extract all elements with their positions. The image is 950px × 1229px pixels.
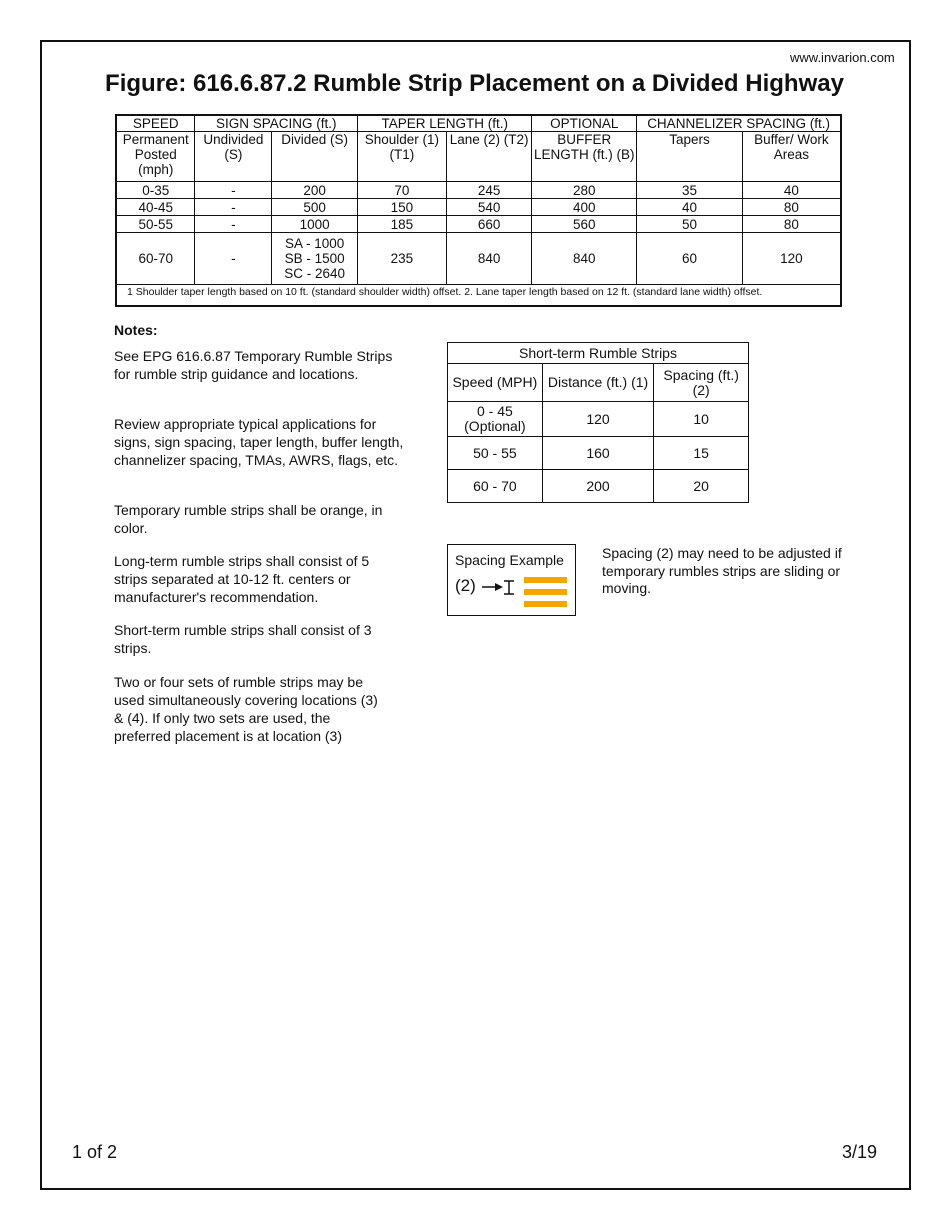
page-border: [40, 40, 911, 1190]
placement-table: SPEED SIGN SPACING (ft.) TAPER LENGTH (f…: [115, 114, 842, 307]
table-cell: 160: [541, 436, 655, 470]
note: Two or four sets of rumble strips may be…: [114, 674, 378, 744]
table-cell: 60-70: [115, 232, 196, 285]
table-cell: 185: [357, 215, 447, 233]
note: Long-term rumble strips shall consist of…: [114, 553, 370, 605]
table-cell: 660: [445, 215, 533, 233]
column-header: Spacing (ft.) (2): [653, 363, 749, 402]
table-row: 60-70- SA - 1000 SB - 1500 SC - 2640 235 84…: [115, 232, 842, 285]
table-cell: 0-35: [115, 181, 196, 199]
column-header: Shoulder (1) (T1): [357, 131, 447, 182]
table-footnote: 1 Shoulder taper length based on 10 ft. …: [115, 284, 842, 307]
table-row: 50-55-1000 185 660 560 50 80: [115, 215, 842, 233]
table-cell: 40-45: [115, 198, 196, 216]
table-cell: 15: [653, 436, 749, 470]
table-cell: 840: [531, 232, 638, 285]
short-term-table: Short-term Rumble Strips Speed (MPH) Dis…: [447, 342, 749, 503]
column-header: BUFFER LENGTH (ft.) (B): [531, 131, 638, 182]
rumble-strip: [524, 601, 567, 607]
group-header: TAPER LENGTH (ft.): [357, 114, 533, 132]
column-header: Permanent Posted (mph): [115, 131, 196, 182]
table-cell: 80: [741, 198, 842, 216]
table-cell: 40: [741, 181, 842, 199]
table-row: 60 - 70 200 20: [447, 469, 749, 503]
note: Short-term rumble strips shall consist o…: [114, 622, 372, 656]
table-cell: 235: [357, 232, 447, 285]
rumble-strip: [524, 577, 567, 583]
table-cell: -: [194, 232, 273, 285]
column-header: Distance (ft.) (1): [541, 363, 655, 402]
table-cell: 540: [445, 198, 533, 216]
column-header: Undivided (S): [194, 131, 273, 182]
table-cell: 840: [445, 232, 533, 285]
spacing-marker: (2): [455, 576, 476, 595]
table-cell: 60: [636, 232, 743, 285]
table-cell: 60 - 70: [447, 469, 543, 503]
table-cell: 560: [531, 215, 638, 233]
column-header: Speed (MPH): [447, 363, 543, 402]
table-cell: 400: [531, 198, 638, 216]
table-cell: 245: [445, 181, 533, 199]
table-row: 0 - 45 (Optional) 120 10: [447, 401, 749, 437]
group-header: SIGN SPACING (ft.): [194, 114, 359, 132]
table-cell: 200: [541, 469, 655, 503]
table-cell: -: [194, 198, 273, 216]
table-cell: 280: [531, 181, 638, 199]
table-cell: 40: [636, 198, 743, 216]
column-header: Lane (2) (T2): [445, 131, 533, 182]
table-cell: 120: [541, 401, 655, 437]
table-cell: -: [194, 181, 273, 199]
note: See EPG 616.6.87 Temporary Rumble Strips…: [114, 348, 393, 382]
table-cell: SA - 1000 SB - 1500 SC - 2640: [271, 232, 359, 285]
table-row: 50 - 55 160 15: [447, 436, 749, 470]
table-cell: 1000: [271, 215, 359, 233]
table-cell: 500: [271, 198, 359, 216]
column-header: Buffer/ Work Areas: [741, 131, 842, 182]
note: Review appropriate typical applications …: [114, 416, 404, 468]
table-cell: 50 - 55: [447, 436, 543, 470]
page-number: 1 of 2: [72, 1142, 118, 1162]
note: Temporary rumble strips shall be orange,…: [114, 502, 383, 536]
revision-date: 3/19: [842, 1142, 878, 1162]
notes-heading: Notes:: [114, 322, 158, 338]
table-cell: 200: [271, 181, 359, 199]
table-cell: 50-55: [115, 215, 196, 233]
spacing-example-box: Spacing Example (2): [447, 544, 576, 616]
arrow-dimension-icon: [482, 580, 514, 595]
table-cell: 50: [636, 215, 743, 233]
table-cell: -: [194, 215, 273, 233]
table-row: 0-35-200 70 245 280 35 40: [115, 181, 842, 199]
table-cell: 20: [653, 469, 749, 503]
table-row: 40-45-500 150 540 400 40 80: [115, 198, 842, 216]
figure-title: Figure: 616.6.87.2 Rumble Strip Placemen…: [105, 70, 844, 97]
table-cell: 10: [653, 401, 749, 437]
site-url: www.invarion.com: [790, 50, 895, 65]
spacing-note: Spacing (2) may need to be adjusted if t…: [602, 545, 842, 596]
table-cell: 0 - 45 (Optional): [447, 401, 543, 437]
column-header: Tapers: [636, 131, 743, 182]
column-header: Divided (S): [271, 131, 359, 182]
short-table-title: Short-term Rumble Strips: [447, 342, 749, 364]
group-header: SPEED: [115, 114, 196, 132]
table-cell: 70: [357, 181, 447, 199]
spacing-example-label: Spacing Example: [455, 552, 564, 568]
group-header: OPTIONAL: [531, 114, 638, 132]
rumble-strip: [524, 589, 567, 595]
table-cell: 35: [636, 181, 743, 199]
table-cell: 80: [741, 215, 842, 233]
group-header: CHANNELIZER SPACING (ft.): [636, 114, 842, 132]
table-cell: 150: [357, 198, 447, 216]
table-cell: 120: [741, 232, 842, 285]
